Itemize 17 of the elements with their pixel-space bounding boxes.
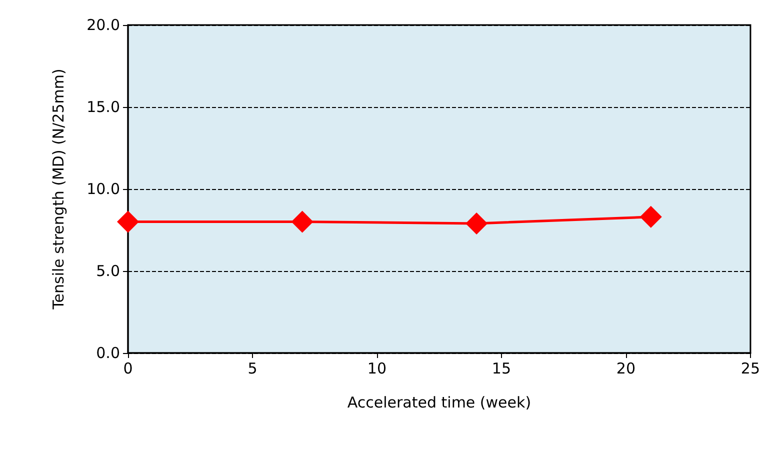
point: [291, 210, 314, 233]
y-tick-label: 10.0: [86, 180, 120, 198]
x-tick-label: 10: [367, 360, 387, 378]
y-tick-label: 5.0: [96, 262, 120, 280]
x-tick-label: 5: [248, 360, 258, 378]
x-axis-title: Accelerated time (week): [347, 394, 532, 412]
point: [117, 210, 139, 233]
y-tick-label: 20.0: [86, 16, 120, 34]
x-tick-label: 25: [740, 360, 760, 378]
x-tick-label: 15: [492, 360, 512, 378]
y-tick-label: 15.0: [86, 98, 120, 116]
y-tick-label: 0.0: [96, 344, 120, 362]
y-axis-title: Tensile strength (MD) (N/25mm): [50, 68, 68, 310]
point: [640, 206, 662, 228]
x-tick-label: 0: [123, 360, 133, 378]
point: [466, 212, 488, 234]
x-tick-label: 20: [616, 360, 636, 378]
